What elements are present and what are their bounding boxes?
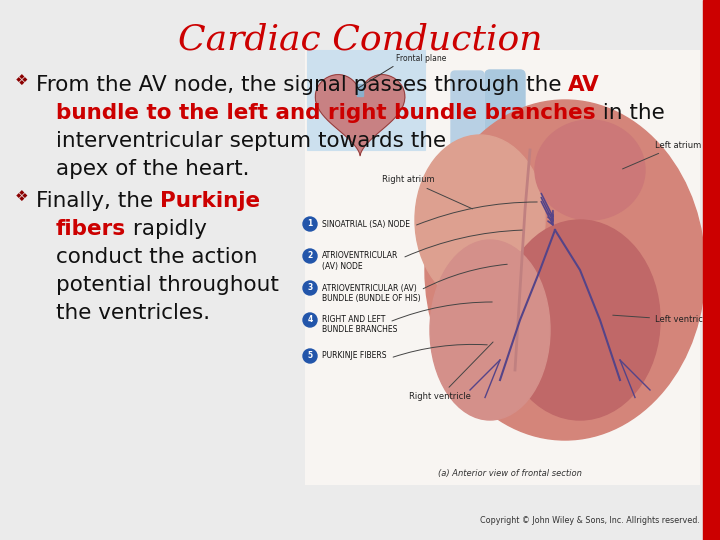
Text: conduct the action: conduct the action: [56, 247, 258, 267]
Text: Copyright © John Wiley & Sons, Inc. Allrights reserved.: Copyright © John Wiley & Sons, Inc. Allr…: [480, 516, 700, 525]
Text: ATRIOVENTRICULAR (AV): ATRIOVENTRICULAR (AV): [322, 284, 417, 293]
Text: 3: 3: [307, 284, 312, 293]
Text: Cardiac Conduction: Cardiac Conduction: [178, 22, 542, 56]
Text: bundle to the left and right bundle branches: bundle to the left and right bundle bran…: [56, 103, 595, 123]
Ellipse shape: [425, 100, 705, 440]
Bar: [305, 50, 700, 485]
Circle shape: [303, 313, 317, 327]
Text: SINOATRIAL (SA) NODE: SINOATRIAL (SA) NODE: [322, 219, 410, 228]
Text: potential throughout: potential throughout: [56, 275, 279, 295]
Text: ATRIOVENTRICULAR: ATRIOVENTRICULAR: [322, 252, 398, 260]
Bar: [490, 150, 520, 175]
Circle shape: [303, 281, 317, 295]
Text: RIGHT AND LEFT: RIGHT AND LEFT: [322, 315, 385, 325]
FancyBboxPatch shape: [485, 70, 525, 160]
Text: ❖: ❖: [15, 73, 29, 88]
Text: SINOATRIAL (SA) NODE: SINOATRIAL (SA) NODE: [322, 219, 410, 228]
Text: 4: 4: [307, 315, 312, 325]
Text: AV: AV: [568, 75, 600, 95]
Text: ❖: ❖: [15, 189, 29, 204]
Text: PURKINJE FIBERS: PURKINJE FIBERS: [322, 352, 387, 361]
Circle shape: [303, 249, 317, 263]
Circle shape: [303, 349, 317, 363]
Bar: [703, 0, 720, 540]
Text: Finally, the: Finally, the: [36, 191, 160, 211]
Text: Left ventricle: Left ventricle: [613, 315, 711, 325]
Ellipse shape: [500, 220, 660, 420]
Ellipse shape: [415, 135, 545, 305]
Text: PURKINJE FIBERS: PURKINJE FIBERS: [322, 352, 387, 361]
Text: Right ventricle: Right ventricle: [409, 342, 493, 401]
Text: Purkinje: Purkinje: [160, 191, 260, 211]
Text: BUNDLE (BUNDLE OF HIS): BUNDLE (BUNDLE OF HIS): [322, 294, 420, 302]
Text: ATRIOVENTRICULAR: ATRIOVENTRICULAR: [322, 252, 398, 260]
Text: interventricular septum towards the: interventricular septum towards the: [56, 131, 446, 151]
Circle shape: [303, 217, 317, 231]
Text: RIGHT AND LEFT: RIGHT AND LEFT: [322, 315, 385, 325]
Ellipse shape: [535, 120, 645, 220]
Polygon shape: [315, 75, 405, 156]
Text: fibers: fibers: [56, 219, 126, 239]
Bar: [357, 84, 363, 96]
Text: (AV) NODE: (AV) NODE: [322, 261, 363, 271]
Text: ATRIOVENTRICULAR (AV): ATRIOVENTRICULAR (AV): [322, 284, 417, 293]
Text: 1: 1: [307, 219, 312, 228]
Text: 2: 2: [307, 252, 312, 260]
FancyBboxPatch shape: [451, 71, 484, 169]
Bar: [307, 50, 425, 150]
Text: From the AV node, the signal passes through the: From the AV node, the signal passes thro…: [36, 75, 568, 95]
Text: Frontal plane: Frontal plane: [395, 54, 446, 63]
Text: rapidly: rapidly: [126, 219, 207, 239]
Text: the ventricles.: the ventricles.: [56, 303, 210, 323]
Text: Right atrium: Right atrium: [382, 176, 472, 209]
Text: apex of the heart.: apex of the heart.: [56, 159, 250, 179]
Text: Left atrium: Left atrium: [623, 140, 701, 169]
Text: (a) Anterior view of frontal section: (a) Anterior view of frontal section: [438, 469, 582, 478]
Text: 5: 5: [307, 352, 312, 361]
Text: in the: in the: [595, 103, 665, 123]
Text: BUNDLE BRANCHES: BUNDLE BRANCHES: [322, 326, 397, 334]
Ellipse shape: [430, 240, 550, 420]
